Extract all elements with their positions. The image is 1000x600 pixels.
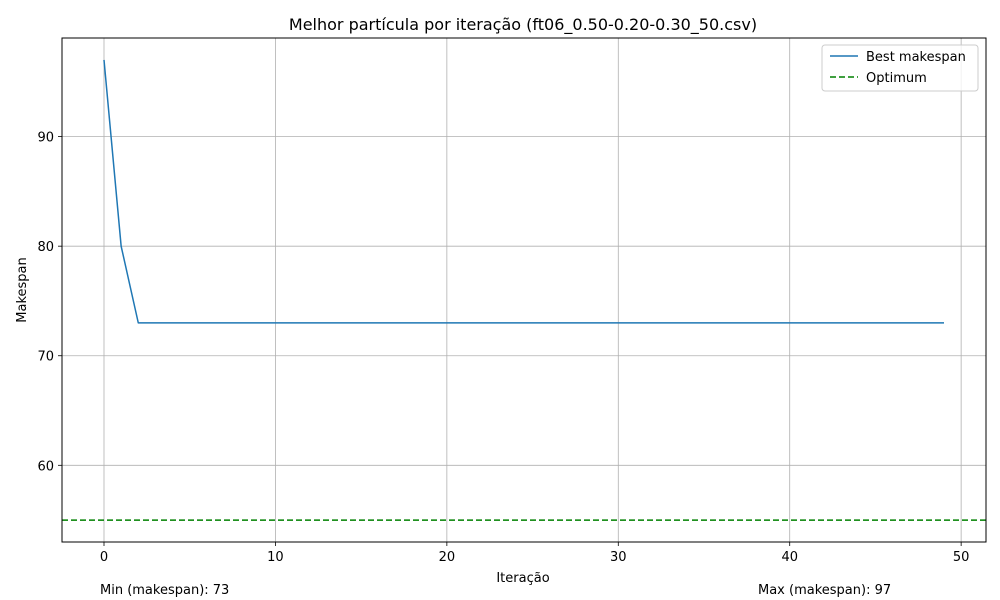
ticks: 0 10 20 30 40 50 60 70 80 90 [37,131,969,565]
x-tick-label-40: 40 [781,550,798,565]
series-layer [62,59,986,521]
legend-label-best-makespan: Best makespan [866,50,966,65]
min-makespan-text: Min (makespan): 73 [100,583,229,598]
legend: Best makespan Optimum [821,44,979,92]
y-axis-title: Makespan [15,257,30,322]
legend-frame [821,44,979,92]
x-tick-label-30: 30 [610,550,627,565]
max-makespan-text: Max (makespan): 97 [758,583,891,598]
plot-frame [61,37,987,543]
legend-label-optimum: Optimum [866,71,927,86]
y-tick-label-70: 70 [37,350,54,365]
x-tick-label-10: 10 [267,550,284,565]
y-tick-label-90: 90 [37,131,54,146]
x-tick-label-0: 0 [100,550,108,565]
y-tick-label-80: 80 [37,240,54,255]
x-tick-label-50: 50 [953,550,970,565]
chart-title: Melhor partícula por iteração (ft06_0.50… [289,15,757,35]
series-line-best-makespan [103,59,944,324]
x-axis-title: Iteração [496,571,549,586]
y-tick-label-60: 60 [37,459,54,474]
grid [62,38,986,542]
x-tick-label-20: 20 [439,550,456,565]
